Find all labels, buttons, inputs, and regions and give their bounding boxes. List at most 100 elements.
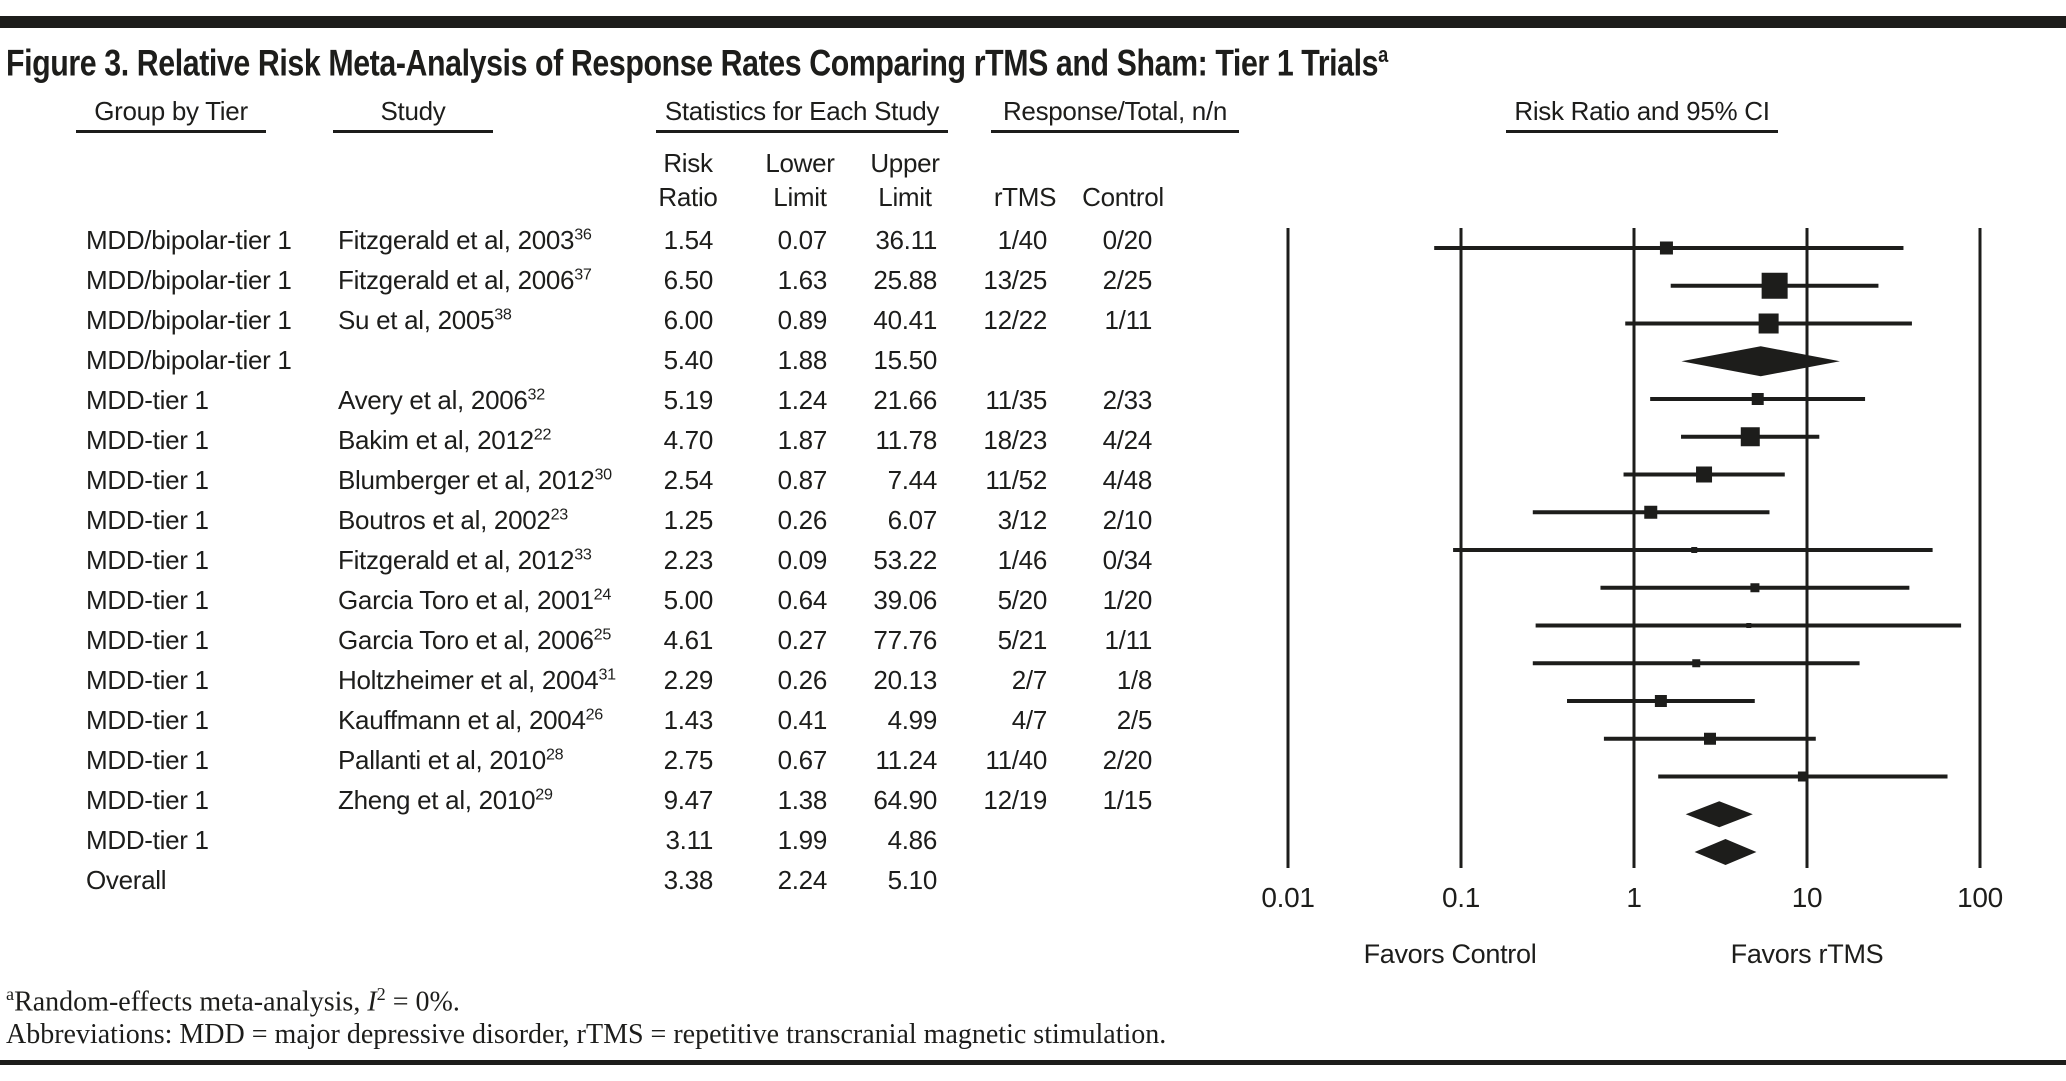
cell-group: MDD-tier 1 <box>86 625 209 655</box>
cell-risk-ratio: 6.00 <box>663 305 714 335</box>
cell-rtms-events: 5/21 <box>997 625 1048 655</box>
cell-control-events: 1/11 <box>1104 305 1153 335</box>
cell-group: MDD-tier 1 <box>86 585 209 615</box>
cell-lower-limit: 0.07 <box>777 225 828 255</box>
cell-lower-limit: 0.27 <box>777 625 828 655</box>
cell-upper-limit: 25.88 <box>873 265 937 295</box>
risk-ratio-marker <box>1659 241 1673 255</box>
cell-study: Avery et al, 200632 <box>338 380 545 420</box>
study-name: Fitzgerald et al, 2012 <box>338 545 575 575</box>
study-name: Su et al, 2005 <box>338 305 495 335</box>
summary-diamond <box>1685 801 1753 828</box>
study-name: Blumberger et al, 2012 <box>338 465 595 495</box>
cell-lower-limit: 0.64 <box>777 585 828 615</box>
cell-risk-ratio: 1.54 <box>663 225 714 255</box>
cell-rtms-events: 13/25 <box>983 265 1047 295</box>
cell-lower-limit: 0.89 <box>777 305 828 335</box>
cell-group: MDD/bipolar-tier 1 <box>86 265 292 295</box>
risk-ratio-marker <box>1644 505 1658 519</box>
risk-ratio-marker <box>1761 272 1788 299</box>
table-row: MDD-tier 1 Avery et al, 200632 5.19 1.24… <box>0 380 1260 420</box>
cell-rtms-events: 11/35 <box>985 385 1047 415</box>
table-row: MDD/bipolar-tier 1 Fitzgerald et al, 200… <box>0 220 1260 260</box>
cell-lower-limit: 1.63 <box>777 265 828 295</box>
footnote-superscript-a: a <box>6 984 15 1004</box>
cell-upper-limit: 4.86 <box>887 825 938 855</box>
axis-tick-label: 100 <box>1957 882 2003 913</box>
table-row: MDD/bipolar-tier 1 5.40 1.88 15.50 <box>0 340 1260 380</box>
cell-upper-limit: 21.66 <box>873 385 937 415</box>
cell-control-events: 0/34 <box>1102 545 1153 575</box>
study-name: Holtzheimer et al, 2004 <box>338 665 599 695</box>
cell-risk-ratio: 3.38 <box>663 865 714 895</box>
cell-upper-limit: 11.78 <box>875 425 937 455</box>
cell-upper-limit: 6.07 <box>887 505 938 535</box>
top-divider-bar <box>0 16 2066 28</box>
table-row: MDD/bipolar-tier 1 Su et al, 200538 6.00… <box>0 300 1260 340</box>
figure-title: Figure 3. Relative Risk Meta-Analysis of… <box>6 42 1388 84</box>
table-row: MDD/bipolar-tier 1 Fitzgerald et al, 200… <box>0 260 1260 300</box>
axis-tick-label: 10 <box>1792 882 1823 913</box>
cell-lower-limit: 1.88 <box>777 345 828 375</box>
favors-control-label: Favors Control <box>1364 939 1537 969</box>
cell-risk-ratio: 2.54 <box>663 465 714 495</box>
risk-ratio-marker <box>1740 427 1760 447</box>
cell-study: Boutros et al, 200223 <box>338 500 568 540</box>
table-row: MDD-tier 1 Boutros et al, 200223 1.25 0.… <box>0 500 1260 540</box>
cell-risk-ratio: 2.29 <box>663 665 714 695</box>
table-row: MDD-tier 1 Garcia Toro et al, 200625 4.6… <box>0 620 1260 660</box>
cell-lower-limit: 1.38 <box>777 785 828 815</box>
cell-upper-limit: 5.10 <box>887 865 938 895</box>
cell-control-events: 1/15 <box>1102 785 1153 815</box>
bottom-divider-rule <box>0 1060 2066 1065</box>
cell-group: MDD-tier 1 <box>86 385 209 415</box>
study-name: Zheng et al, 2010 <box>338 785 536 815</box>
study-name: Avery et al, 2006 <box>338 385 528 415</box>
study-reference-number: 36 <box>574 225 592 244</box>
cell-group: MDD-tier 1 <box>86 545 209 575</box>
cell-study: Garcia Toro et al, 200124 <box>338 580 611 620</box>
cell-rtms-events: 11/40 <box>985 745 1047 775</box>
cell-control-events: 2/20 <box>1102 745 1153 775</box>
cell-group: MDD-tier 1 <box>86 785 209 815</box>
cell-group: MDD-tier 1 <box>86 505 209 535</box>
cell-upper-limit: 53.22 <box>873 545 937 575</box>
study-reference-number: 31 <box>598 665 616 684</box>
footnote-abbreviations: Abbreviations: MDD = major depressive di… <box>6 1019 1167 1050</box>
figure-title-superscript: a <box>1378 42 1388 67</box>
cell-rtms-events: 12/19 <box>983 785 1047 815</box>
risk-ratio-marker <box>1704 732 1717 745</box>
cell-lower-limit: 1.87 <box>777 425 828 455</box>
risk-ratio-marker <box>1797 771 1808 782</box>
cell-lower-limit: 0.26 <box>777 505 828 535</box>
column-header-statistics: Statistics for Each Study <box>656 98 948 133</box>
table-row: MDD-tier 1 Blumberger et al, 201230 2.54… <box>0 460 1260 500</box>
study-reference-number: 30 <box>594 465 612 484</box>
study-name: Garcia Toro et al, 2006 <box>338 625 594 655</box>
cell-risk-ratio: 4.61 <box>663 625 714 655</box>
cell-upper-limit: 64.90 <box>873 785 937 815</box>
favors-rtms-label: Favors rTMS <box>1731 939 1884 969</box>
cell-upper-limit: 20.13 <box>873 665 937 695</box>
cell-control-events: 2/10 <box>1102 505 1153 535</box>
cell-control-events: 0/20 <box>1102 225 1153 255</box>
cell-study: Garcia Toro et al, 200625 <box>338 620 611 660</box>
study-reference-number: 32 <box>527 385 546 404</box>
cell-risk-ratio: 5.40 <box>663 345 714 375</box>
study-reference-number: 23 <box>550 505 569 524</box>
cell-lower-limit: 1.99 <box>777 825 828 855</box>
column-header-study: Study <box>333 98 493 133</box>
cell-group: MDD-tier 1 <box>86 665 209 695</box>
cell-upper-limit: 39.06 <box>873 585 937 615</box>
study-name: Garcia Toro et al, 2001 <box>338 585 594 615</box>
cell-study: Su et al, 200538 <box>338 300 512 340</box>
cell-upper-limit: 36.11 <box>875 225 937 255</box>
risk-ratio-marker <box>1750 583 1760 593</box>
cell-control-events: 1/11 <box>1104 625 1153 655</box>
cell-study: Kauffmann et al, 200426 <box>338 700 603 740</box>
cell-group: MDD-tier 1 <box>86 425 209 455</box>
cell-control-events: 4/48 <box>1102 465 1153 495</box>
cell-group: MDD/bipolar-tier 1 <box>86 345 292 375</box>
cell-risk-ratio: 2.23 <box>663 545 714 575</box>
